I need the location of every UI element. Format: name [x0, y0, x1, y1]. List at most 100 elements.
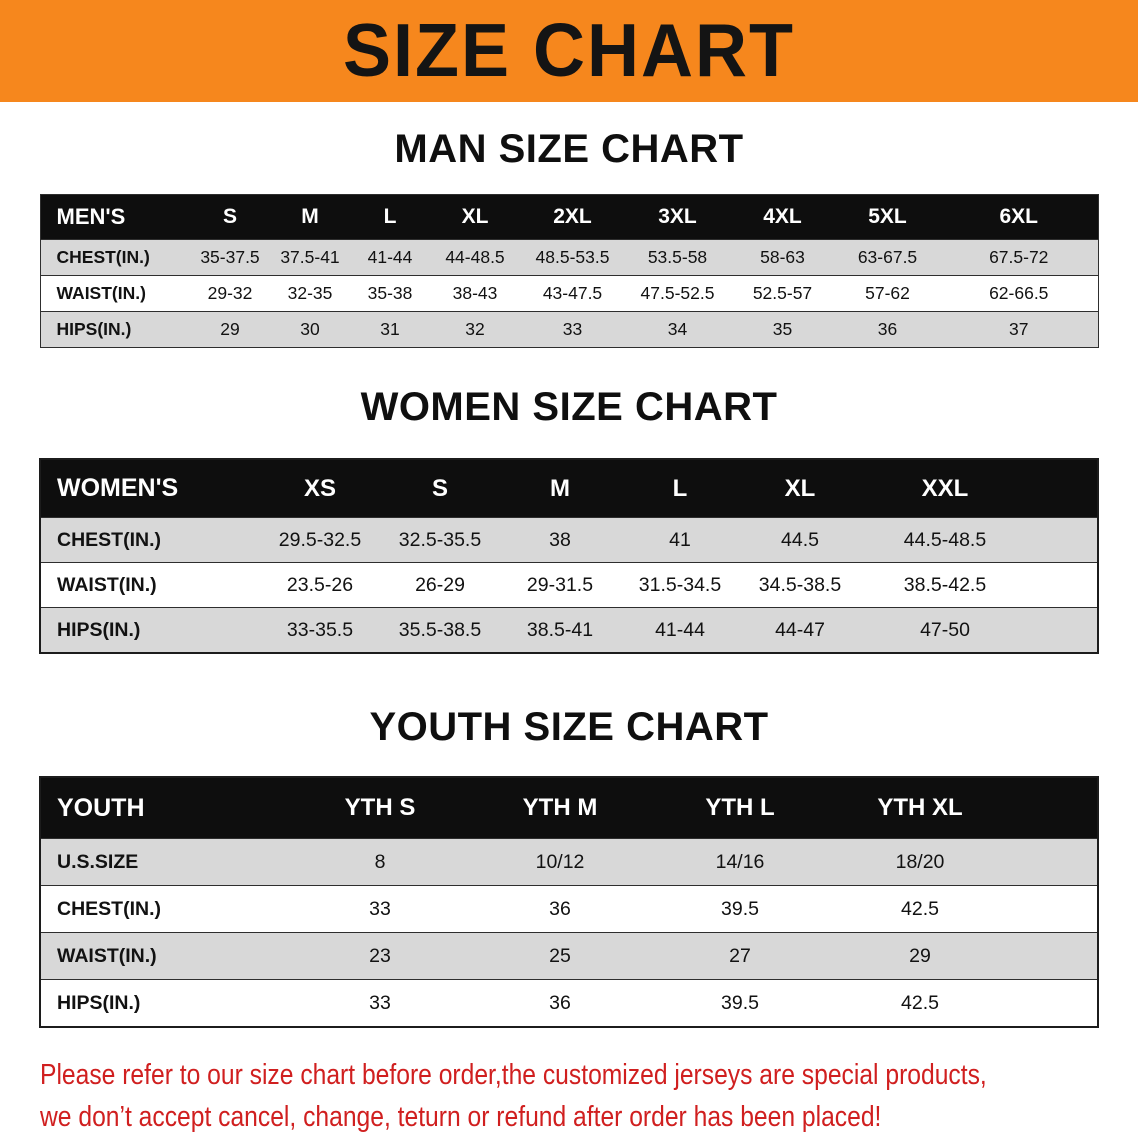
value-cell: 35-38 — [350, 275, 430, 312]
women-table-header: WOMEN'S XS S M L XL XXL — [40, 459, 1098, 518]
table-row: WAIST(IN.) 23.5-26 26-29 29-31.5 31.5-34… — [40, 562, 1098, 608]
header-cell: XL — [430, 194, 520, 240]
value-cell: 36 — [835, 311, 940, 348]
table-row: CHEST(IN.) 33 36 39.5 42.5 — [40, 885, 1098, 933]
header-cell: 5XL — [835, 194, 940, 240]
value-cell: 38-43 — [430, 275, 520, 312]
table-row: U.S.SIZE 8 10/12 14/16 18/20 — [40, 838, 1098, 886]
header-cell: M — [500, 459, 620, 518]
value-cell: 47-50 — [860, 607, 1030, 653]
row-label: WAIST(IN.) — [40, 275, 190, 312]
man-size-chart-heading: MAN SIZE CHART — [394, 127, 744, 171]
value-cell: 44-47 — [740, 607, 860, 653]
value-cell: 38 — [500, 517, 620, 563]
youth-table-header: YOUTH YTH S YTH M YTH L YTH XL — [40, 777, 1098, 839]
spacer-cell — [1030, 607, 1098, 653]
men-section: MAN SIZE CHART MEN'S S M L XL 2XL 3XL 4X… — [0, 126, 1138, 348]
header-cell: L — [350, 194, 430, 240]
header-cell: XL — [740, 459, 860, 518]
value-cell: 38.5-41 — [500, 607, 620, 653]
spacer-cell — [1010, 932, 1098, 980]
header-cell: L — [620, 459, 740, 518]
value-cell: 44.5 — [740, 517, 860, 563]
header-row: WOMEN'S XS S M L XL XXL — [40, 459, 1098, 518]
header-cell: XS — [260, 459, 380, 518]
value-cell: 29.5-32.5 — [260, 517, 380, 563]
value-cell: 42.5 — [830, 979, 1010, 1027]
youth-size-chart-heading: YOUTH SIZE CHART — [369, 705, 769, 749]
header-cell: YTH L — [650, 777, 830, 839]
value-cell: 33 — [290, 979, 470, 1027]
table-row: WAIST(IN.) 29-32 32-35 35-38 38-43 43-47… — [40, 275, 1098, 312]
table-row: CHEST(IN.) 35-37.5 37.5-41 41-44 44-48.5… — [40, 239, 1098, 276]
row-label: WAIST(IN.) — [40, 932, 290, 980]
header-cell: 6XL — [940, 194, 1098, 240]
notice-line-1: Please refer to our size chart before or… — [40, 1059, 987, 1091]
header-cell: 2XL — [520, 194, 625, 240]
header-cell: YTH XL — [830, 777, 1010, 839]
value-cell: 31 — [350, 311, 430, 348]
value-cell: 36 — [470, 885, 650, 933]
value-cell: 26-29 — [380, 562, 500, 608]
spacer-cell — [1030, 562, 1098, 608]
row-label: WAIST(IN.) — [40, 562, 260, 608]
men-header-label: MEN'S — [40, 194, 190, 240]
value-cell: 31.5-34.5 — [620, 562, 740, 608]
row-label: CHEST(IN.) — [40, 885, 290, 933]
page-title: SIZE CHART — [343, 9, 795, 94]
value-cell: 29 — [190, 311, 270, 348]
value-cell: 23 — [290, 932, 470, 980]
value-cell: 33 — [520, 311, 625, 348]
youth-size-table: YOUTH YTH S YTH M YTH L YTH XL U.S.SIZE … — [39, 776, 1099, 1028]
women-section: WOMEN SIZE CHART WOMEN'S XS S M L XL XXL — [0, 384, 1138, 654]
value-cell: 35.5-38.5 — [380, 607, 500, 653]
header-cell: 3XL — [625, 194, 730, 240]
value-cell: 29-32 — [190, 275, 270, 312]
value-cell: 14/16 — [650, 838, 830, 886]
value-cell: 52.5-57 — [730, 275, 835, 312]
table-row: HIPS(IN.) 33 36 39.5 42.5 — [40, 979, 1098, 1027]
value-cell: 32.5-35.5 — [380, 517, 500, 563]
value-cell: 58-63 — [730, 239, 835, 276]
women-header-label: WOMEN'S — [40, 459, 260, 518]
value-cell: 10/12 — [470, 838, 650, 886]
value-cell: 29-31.5 — [500, 562, 620, 608]
youth-section: YOUTH SIZE CHART YOUTH YTH S YTH M YTH L… — [0, 704, 1138, 1028]
value-cell: 43-47.5 — [520, 275, 625, 312]
value-cell: 67.5-72 — [940, 239, 1098, 276]
spacer-cell — [1010, 777, 1098, 839]
value-cell: 29 — [830, 932, 1010, 980]
value-cell: 25 — [470, 932, 650, 980]
row-label: HIPS(IN.) — [40, 979, 290, 1027]
table-row: WAIST(IN.) 23 25 27 29 — [40, 932, 1098, 980]
row-label: CHEST(IN.) — [40, 239, 190, 276]
women-size-table: WOMEN'S XS S M L XL XXL CHEST(IN.) 29.5-… — [39, 458, 1099, 654]
value-cell: 30 — [270, 311, 350, 348]
row-label: HIPS(IN.) — [40, 311, 190, 348]
women-size-chart-heading: WOMEN SIZE CHART — [360, 385, 778, 429]
value-cell: 41-44 — [350, 239, 430, 276]
table-row: HIPS(IN.) 33-35.5 35.5-38.5 38.5-41 41-4… — [40, 607, 1098, 653]
header-cell: S — [190, 194, 270, 240]
banner: SIZE CHART — [0, 0, 1138, 102]
value-cell: 33-35.5 — [260, 607, 380, 653]
row-label: CHEST(IN.) — [40, 517, 260, 563]
value-cell: 47.5-52.5 — [625, 275, 730, 312]
header-cell: XXL — [860, 459, 1030, 518]
footer-notice: Please refer to our size chart before or… — [40, 1054, 1138, 1138]
spacer-cell — [1030, 459, 1098, 518]
value-cell: 48.5-53.5 — [520, 239, 625, 276]
value-cell: 37.5-41 — [270, 239, 350, 276]
spacer-cell — [1010, 838, 1098, 886]
value-cell: 44.5-48.5 — [860, 517, 1030, 563]
value-cell: 63-67.5 — [835, 239, 940, 276]
spacer-cell — [1030, 517, 1098, 563]
value-cell: 39.5 — [650, 885, 830, 933]
header-cell: 4XL — [730, 194, 835, 240]
value-cell: 36 — [470, 979, 650, 1027]
value-cell: 42.5 — [830, 885, 1010, 933]
value-cell: 32 — [430, 311, 520, 348]
value-cell: 38.5-42.5 — [860, 562, 1030, 608]
value-cell: 53.5-58 — [625, 239, 730, 276]
